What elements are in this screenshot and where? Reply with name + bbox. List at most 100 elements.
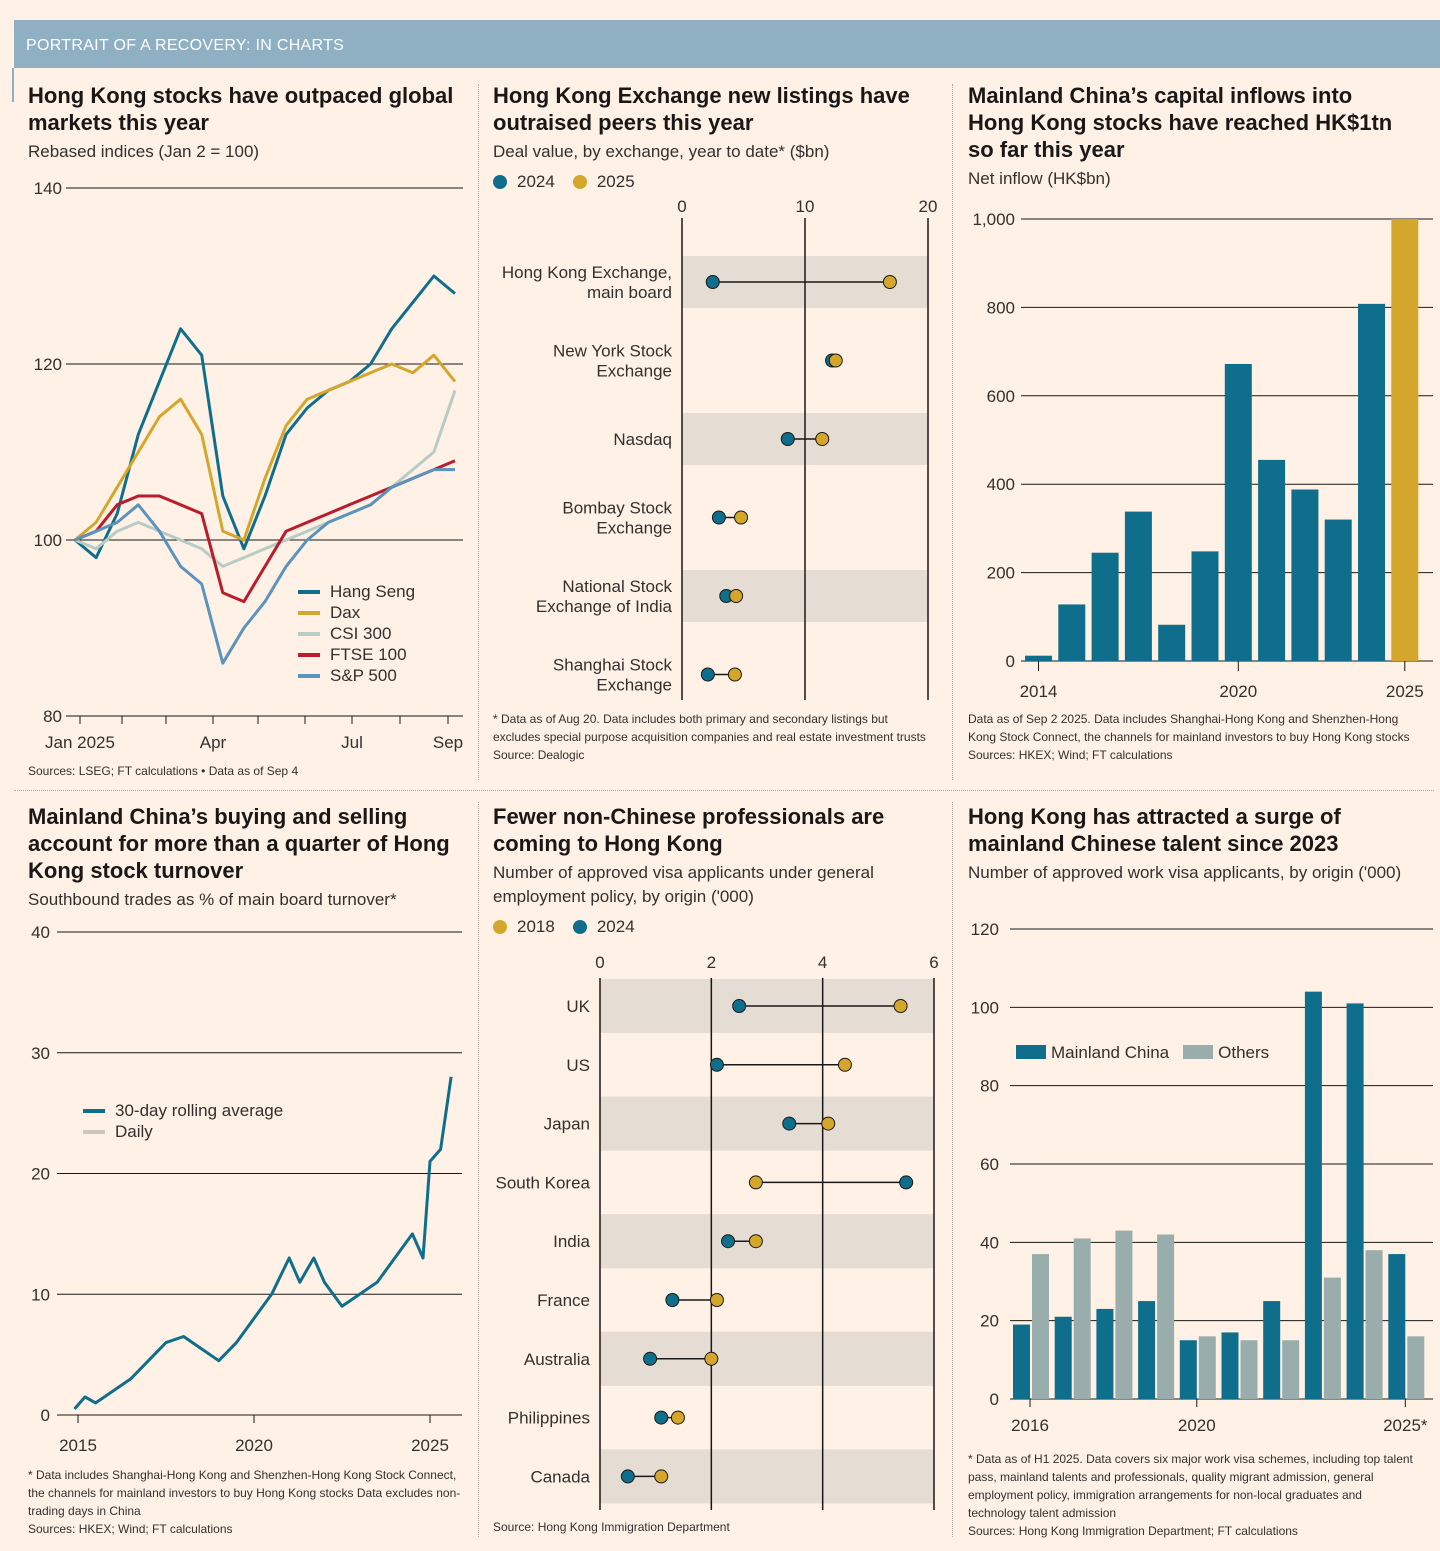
row-band <box>600 1214 934 1269</box>
y-tick-label: 30 <box>31 1044 50 1063</box>
legend-item: 2018 <box>493 917 555 937</box>
legend-label: Others <box>1218 1043 1270 1062</box>
y-tick-label: 100 <box>34 531 62 550</box>
row-band <box>600 1096 934 1151</box>
legend-item: 2024 <box>572 917 635 937</box>
chart-title: Fewer non-Chinese professionals are comi… <box>493 804 885 856</box>
dot-chart-listings: 0 10 20 Hong Kong Exchange,main board New Yo… <box>502 197 938 700</box>
legend-item: 2025 <box>572 172 635 192</box>
chart-title: Hong Kong Exchange new listings have out… <box>493 83 910 135</box>
chart-subtitle: Southbound trades as % of main board tur… <box>28 890 397 909</box>
bar-others-2024 <box>1365 1250 1383 1399</box>
legend-label: 2024 <box>517 172 555 191</box>
x-tick-label: 10 <box>796 197 815 216</box>
legend-swatch <box>298 673 320 678</box>
legend-indices: Hang Seng Dax CSI 300 FTSE 100 S&P 500 <box>298 581 415 686</box>
legend-swatch <box>298 652 320 657</box>
x-tick-label: 2 <box>707 953 716 972</box>
category-label: Exchange of India <box>536 597 673 616</box>
category-label: Philippines <box>508 1409 590 1428</box>
dot-2024 <box>709 1057 724 1072</box>
bar-others-2025 <box>1407 1336 1425 1399</box>
y-tick-label: 40 <box>31 923 50 942</box>
dot-2024 <box>654 1410 669 1425</box>
chart-source: Source: Hong Kong Immigration Department <box>493 1520 730 1534</box>
legend-item: S&P 500 <box>298 665 415 686</box>
legend-turnover: 30-day rolling average Daily <box>83 1100 283 1142</box>
dot-2024 <box>782 1116 797 1131</box>
x-tick-label: 2025 <box>1386 682 1424 701</box>
bar-others-2018 <box>1115 1230 1133 1399</box>
bar-chart-inflows: 1,000 800 600 400 200 0 2014 2020 2025 <box>972 210 1433 701</box>
panel-mainland-talent: Hong Kong has attracted a surge of mainl… <box>968 803 1408 885</box>
y-tick-label: 1,000 <box>972 210 1015 229</box>
category-label: Nasdaq <box>613 430 672 449</box>
bar-mainland-2025 <box>1388 1254 1406 1399</box>
line-chart-indices: 140 120 100 80 Jan 2025 Apr Jul Sep <box>34 179 464 752</box>
legend-dot <box>572 175 587 189</box>
bar-2015 <box>1058 604 1086 661</box>
bar-others-2016 <box>1032 1254 1049 1399</box>
legend-label: 30-day rolling average <box>115 1100 284 1120</box>
bar-mainland-2020 <box>1179 1340 1197 1399</box>
x-tick-label: Apr <box>200 733 227 752</box>
y-tick-label: 120 <box>34 355 62 374</box>
chart-source: Sources: LSEG; FT calculations • Data as… <box>28 764 299 778</box>
category-label: Australia <box>524 1350 591 1369</box>
x-tick-label: 4 <box>818 953 827 972</box>
y-tick-label: 80 <box>980 1077 999 1096</box>
y-tick-label: 0 <box>41 1406 50 1425</box>
banner-title: PORTRAIT OF A RECOVERY: IN CHARTS <box>26 37 345 54</box>
x-tick-label: 2025 <box>411 1436 449 1455</box>
x-tick-label: 2025* <box>1383 1416 1428 1435</box>
bar-2016 <box>1091 552 1119 661</box>
note-text: * Data includes Shanghai-Hong Kong and S… <box>28 1468 461 1518</box>
legend-dot <box>493 920 507 934</box>
chart-subtitle: Net inflow (HK$bn) <box>968 169 1111 188</box>
category-label: UK <box>566 997 590 1016</box>
panel-turnover: Mainland China’s buying and selling acco… <box>28 803 468 912</box>
dot-2024 <box>721 1234 736 1249</box>
dot-2024 <box>620 1469 635 1484</box>
panel-foreign-professionals: Fewer non-Chinese professionals are comi… <box>493 803 933 937</box>
bar-others-2021 <box>1240 1340 1258 1399</box>
y-tick-label: 400 <box>987 475 1015 494</box>
dot-2018 <box>670 1410 685 1425</box>
legend-item: Mainland China <box>1016 1043 1169 1063</box>
bar-mainland-2018 <box>1096 1308 1114 1399</box>
bar-2019 <box>1191 551 1219 661</box>
legend-label: 2018 <box>517 917 555 936</box>
series-line-rolling-average <box>73 1076 453 1410</box>
y-tick-label: 120 <box>971 920 999 939</box>
x-tick-label: 20 <box>919 197 938 216</box>
y-tick-label: 40 <box>980 1233 999 1252</box>
banner-divider <box>12 68 14 102</box>
bar-others-2020 <box>1198 1336 1216 1399</box>
y-tick-label: 0 <box>990 1390 999 1409</box>
legend-item: Dax <box>298 602 415 623</box>
bar-2020 <box>1224 363 1252 661</box>
y-tick-label: 60 <box>980 1155 999 1174</box>
dot-2025 <box>882 275 897 289</box>
category-label: New York Stock <box>553 342 673 361</box>
legend-swatch <box>1183 1045 1214 1059</box>
dot-2024 <box>705 275 720 289</box>
dot-2025 <box>729 589 744 603</box>
bar-mainland-2017 <box>1054 1316 1072 1399</box>
dot-2024 <box>711 510 726 525</box>
bar-2021 <box>1258 459 1286 661</box>
legend-dot <box>493 175 507 189</box>
note-text: * Data as of Aug 20. Data includes both … <box>493 712 926 744</box>
legend-item: 30-day rolling average <box>83 1100 283 1121</box>
y-tick-label: 20 <box>31 1165 50 1184</box>
bar-2025 <box>1391 219 1419 661</box>
dot-2018 <box>821 1116 836 1131</box>
legend-item: Daily <box>83 1121 283 1142</box>
category-label: Hong Kong Exchange, <box>502 263 672 282</box>
bar-2014 <box>1025 655 1052 661</box>
y-tick-label: 200 <box>987 564 1015 583</box>
chart-source: Sources: HKEX; Wind; FT calculations <box>28 1522 233 1536</box>
bar-2024 <box>1358 303 1385 661</box>
dot-2018 <box>709 1293 724 1307</box>
y-tick-label: 100 <box>971 998 999 1017</box>
